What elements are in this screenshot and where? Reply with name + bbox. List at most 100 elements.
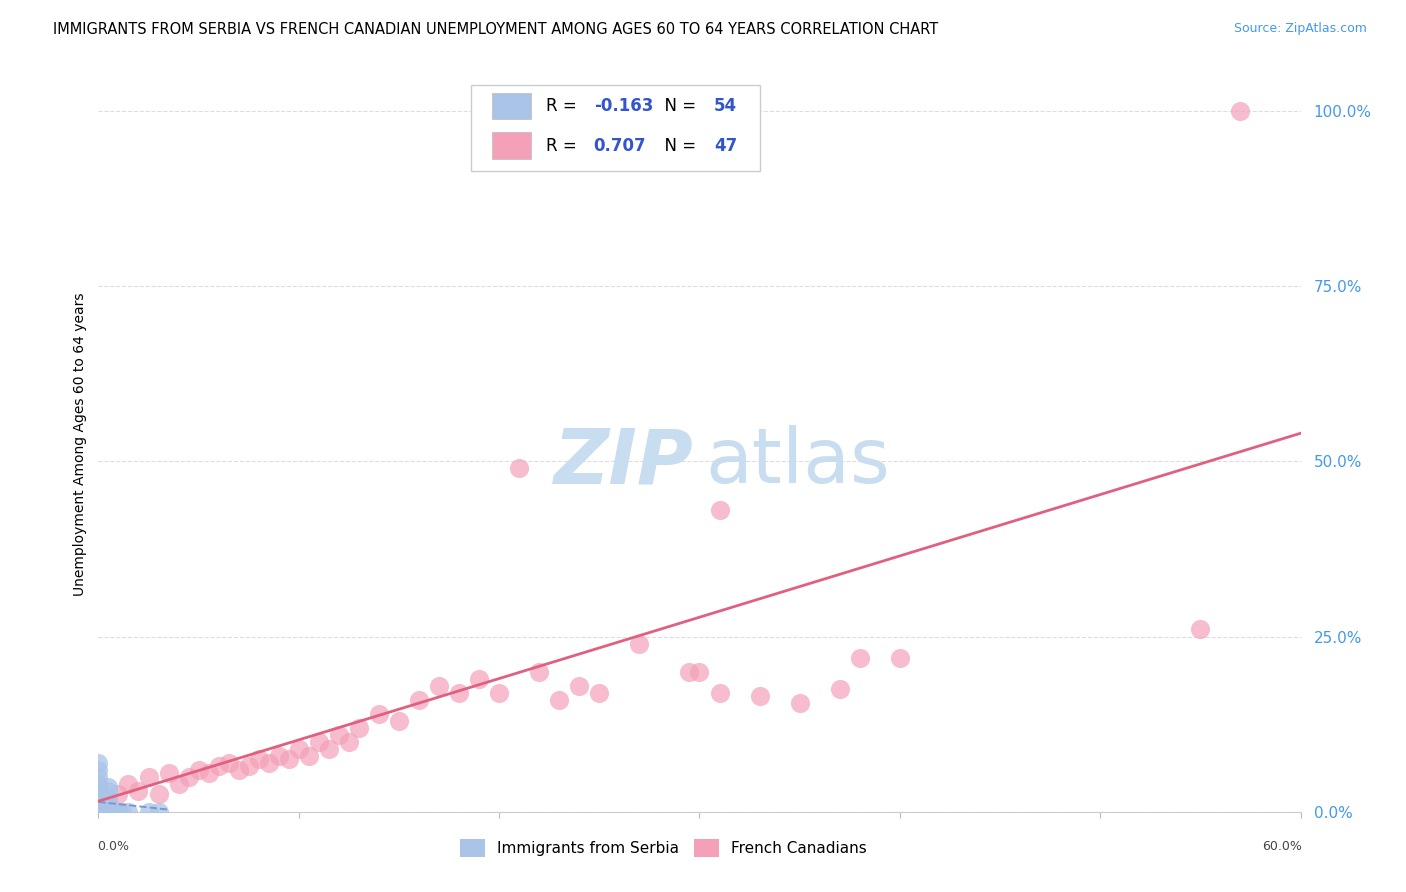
Point [87, 805, 110, 819]
Point [101, 805, 124, 819]
Point [87, 805, 110, 819]
Point [257, 756, 280, 770]
Point [87, 763, 110, 777]
Point [678, 665, 700, 679]
Text: IMMIGRANTS FROM SERBIA VS FRENCH CANADIAN UNEMPLOYMENT AMONG AGES 60 TO 64 YEARS: IMMIGRANTS FROM SERBIA VS FRENCH CANADIA… [53, 22, 939, 37]
Point [107, 805, 129, 819]
Text: N =: N = [654, 136, 702, 154]
Point [87, 756, 110, 770]
Point [288, 741, 311, 756]
Point [849, 650, 872, 665]
Point [208, 759, 231, 773]
Point [347, 721, 370, 735]
Text: Source: ZipAtlas.com: Source: ZipAtlas.com [1233, 22, 1367, 36]
Point [789, 696, 811, 710]
Point [87, 805, 110, 819]
Point [111, 805, 134, 819]
Point [388, 714, 411, 728]
Point [228, 763, 250, 777]
Point [87, 805, 110, 819]
Point [148, 805, 170, 819]
Point [101, 805, 124, 819]
Point [87, 805, 110, 819]
Point [107, 805, 129, 819]
Point [87, 790, 110, 805]
Point [748, 689, 770, 703]
Point [488, 685, 510, 699]
Point [87, 770, 110, 784]
Point [117, 777, 139, 791]
Point [100, 805, 122, 819]
Point [107, 805, 129, 819]
Point [97, 783, 120, 797]
Text: N =: N = [654, 97, 702, 115]
Point [128, 783, 150, 797]
Point [87, 805, 110, 819]
Point [588, 685, 610, 699]
Point [87, 805, 110, 819]
Point [889, 650, 911, 665]
Text: 60.0%: 60.0% [1261, 839, 1302, 853]
Point [103, 805, 125, 819]
Point [308, 734, 330, 748]
Point [87, 805, 110, 819]
Text: -0.163: -0.163 [593, 97, 652, 115]
Point [568, 679, 591, 693]
Point [87, 805, 110, 819]
Point [138, 805, 160, 819]
Point [87, 805, 110, 819]
FancyBboxPatch shape [492, 133, 531, 159]
FancyBboxPatch shape [492, 93, 531, 120]
Point [368, 706, 391, 721]
Point [1229, 103, 1251, 118]
Point [427, 679, 450, 693]
Point [277, 752, 299, 766]
Point [408, 692, 430, 706]
Point [87, 805, 110, 819]
Point [87, 805, 110, 819]
Point [187, 763, 209, 777]
Point [87, 805, 110, 819]
Point [107, 787, 129, 801]
Point [87, 805, 110, 819]
Y-axis label: Unemployment Among Ages 60 to 64 years: Unemployment Among Ages 60 to 64 years [73, 292, 87, 596]
Point [148, 787, 170, 801]
Point [87, 777, 110, 791]
Point [318, 741, 340, 756]
Point [97, 780, 120, 794]
Point [87, 805, 110, 819]
Point [87, 805, 110, 819]
Point [138, 770, 160, 784]
Point [117, 805, 139, 819]
Point [87, 805, 110, 819]
Point [97, 794, 120, 808]
Text: 0.707: 0.707 [593, 136, 647, 154]
Point [197, 766, 219, 780]
Point [87, 805, 110, 819]
Point [247, 752, 270, 766]
Point [87, 805, 110, 819]
Point [447, 685, 470, 699]
Point [468, 672, 491, 686]
FancyBboxPatch shape [471, 85, 759, 171]
Text: R =: R = [546, 97, 582, 115]
Text: atlas: atlas [706, 425, 890, 500]
Point [87, 787, 110, 801]
Point [87, 805, 110, 819]
Point [218, 756, 240, 770]
Point [87, 805, 110, 819]
Point [628, 636, 651, 650]
Point [298, 748, 321, 763]
Text: ZIP: ZIP [554, 425, 693, 500]
Point [105, 805, 128, 819]
Point [167, 777, 190, 791]
Point [709, 685, 731, 699]
Point [96, 805, 118, 819]
Legend: Immigrants from Serbia, French Canadians: Immigrants from Serbia, French Canadians [453, 831, 875, 864]
Point [267, 748, 290, 763]
Point [107, 805, 129, 819]
Point [87, 805, 110, 819]
Text: 47: 47 [714, 136, 737, 154]
Point [177, 770, 200, 784]
Text: R =: R = [546, 136, 582, 154]
